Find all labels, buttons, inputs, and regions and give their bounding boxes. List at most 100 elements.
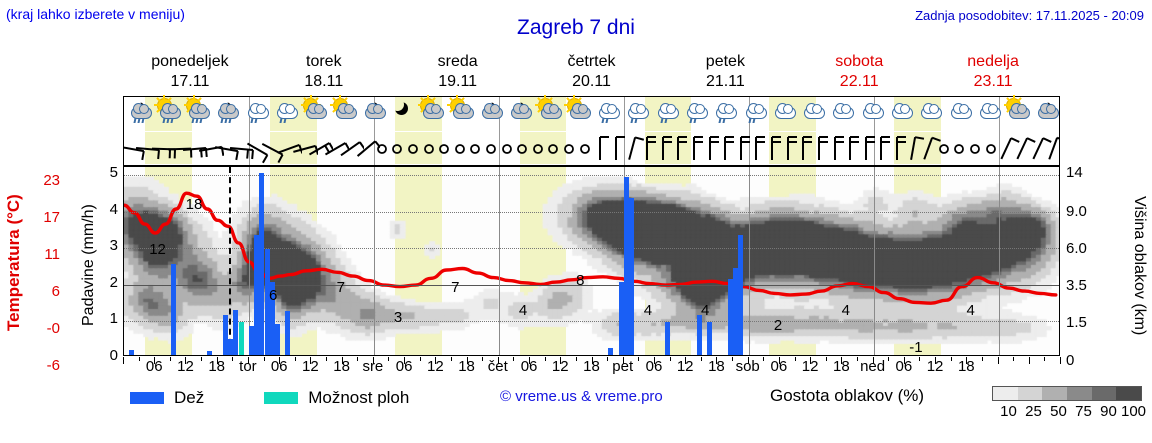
copyright-link[interactable]: © vreme.us & vreme.pro	[500, 388, 663, 405]
raindrop-icon	[133, 118, 136, 123]
precipitation-axis-title: Padavine (mm/h)	[80, 204, 97, 326]
precipitation-bar	[228, 338, 234, 355]
wind-barb	[477, 132, 505, 164]
weather-icon-cloud	[974, 98, 1002, 130]
cloud-icon	[226, 104, 237, 114]
x-axis-tick	[997, 357, 999, 364]
sun-ray-icon	[564, 104, 569, 106]
cloud-density-tick-label: 10	[1000, 403, 1017, 420]
wind-barb	[742, 132, 770, 164]
x-axis-tick	[466, 357, 468, 364]
precipitation-bar	[233, 309, 239, 355]
day-header-ponedeljek: ponedeljek 17.11	[123, 52, 257, 94]
x-axis-tick	[169, 357, 171, 361]
weather-icon-cloud-rain	[652, 98, 680, 130]
temperature-value-label: 4	[643, 301, 653, 319]
wind-barb	[883, 132, 911, 164]
x-axis-tick	[700, 357, 702, 361]
cloud-density-scale	[992, 386, 1142, 401]
day-name: sobota	[835, 53, 884, 70]
x-axis-tick-label: 18	[957, 358, 975, 375]
cloud-density-swatch	[1091, 387, 1117, 400]
weather-icon-cloud-rain	[622, 98, 650, 130]
x-axis-tick	[966, 357, 968, 364]
x-axis-tick	[888, 357, 890, 361]
wind-barb	[992, 132, 1020, 164]
horizontal-gridline	[124, 211, 1059, 214]
cloud-density-tick-label: 25	[1025, 403, 1042, 420]
x-axis-tick-label: 18	[458, 358, 475, 375]
precipitation-bar	[628, 198, 634, 355]
weather-icon-cloud	[857, 98, 885, 130]
wind-barb	[821, 132, 849, 164]
x-axis-tick	[560, 357, 562, 364]
weather-icon-cloud	[827, 98, 855, 130]
sun-ray-icon	[167, 97, 173, 102]
x-axis-tick	[653, 357, 655, 364]
cloud-density-swatch	[1042, 387, 1068, 400]
temperature-value-label: 4	[841, 301, 850, 319]
sun-ray-icon	[535, 104, 540, 106]
x-axis-tick-label: sob	[735, 358, 760, 375]
x-axis-tick	[529, 357, 531, 364]
day-name: ponedeljek	[151, 53, 229, 70]
day-separator	[248, 167, 250, 355]
cloud-icon	[899, 104, 910, 114]
raindrop-icon	[660, 118, 663, 123]
x-axis-tick	[607, 357, 609, 361]
x-axis-tick	[872, 357, 874, 364]
weather-icon-sun-cloud-rain	[183, 95, 211, 130]
x-axis-tick-label: 18	[208, 358, 226, 375]
temperature-value-label: 18	[185, 196, 203, 214]
raindrop-icon	[752, 118, 755, 123]
wind-barb	[586, 132, 614, 164]
weather-icon-band	[123, 95, 1060, 132]
x-axis-tick-label: 06	[395, 358, 413, 375]
day-separator	[873, 132, 875, 165]
day-date: 18.11	[304, 73, 344, 90]
x-axis-tick	[497, 357, 499, 364]
precipitation-bar	[170, 264, 176, 355]
day-separator	[998, 167, 1000, 355]
cloud-icon	[782, 104, 793, 114]
sun-ray-icon	[309, 95, 312, 99]
temperature-value-label: 3	[393, 309, 403, 327]
day-header-četrtek: četrtek 20.11	[525, 52, 659, 94]
x-axis-tick	[919, 357, 921, 361]
temperature-value-label: 8	[576, 271, 585, 289]
raindrop-icon	[195, 118, 199, 123]
temperature-tick: -6	[46, 357, 60, 374]
day-date: 21.11	[705, 73, 745, 90]
temperature-tick: 11	[44, 246, 60, 263]
x-axis-tick	[372, 357, 374, 364]
cloud-icon	[607, 104, 618, 114]
day-date: 17.11	[170, 73, 210, 90]
temperature-value-label: 2	[773, 316, 783, 334]
x-axis-tick-label: 12	[926, 358, 944, 375]
precipitation-bar	[696, 314, 702, 355]
precipitation-bar	[238, 322, 244, 355]
wind-barb	[633, 132, 661, 164]
day-separator	[498, 167, 500, 355]
horizontal-gridline	[124, 284, 1059, 287]
cloud-icon	[665, 104, 676, 114]
moon-icon	[391, 98, 404, 111]
wind-barb	[508, 132, 536, 164]
cloud-density-legend: Gostota oblakov (%) 10 25 50 75 90 100	[746, 384, 1146, 432]
sun-ray-icon	[330, 104, 335, 106]
x-axis-tick	[575, 357, 577, 361]
wind-barb	[430, 132, 458, 164]
precipitation-tick: 1	[109, 310, 118, 327]
x-axis-tick-label: čet	[487, 358, 508, 375]
precipitation-bar	[727, 278, 733, 355]
cloud-density-tick-label: 50	[1050, 403, 1067, 420]
raindrop-icon	[689, 118, 693, 123]
cloud-icon	[167, 104, 178, 114]
x-axis-labels: 06 12 18 tor 06 12 18 sre 06 12 18 čet 06 12 18 pet 06 12…	[123, 357, 1061, 380]
weather-icon-cloud-rain	[271, 98, 299, 130]
raindrop-icon	[279, 118, 283, 123]
cloud-icon	[841, 104, 852, 114]
wind-barb	[368, 132, 396, 164]
x-axis-tick	[669, 357, 671, 361]
x-axis-tick	[357, 357, 359, 361]
